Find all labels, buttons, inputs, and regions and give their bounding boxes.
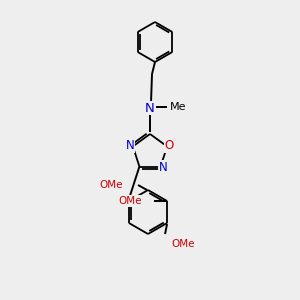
Text: OMe: OMe [118, 196, 142, 206]
Text: N: N [125, 139, 134, 152]
Text: N: N [145, 101, 155, 115]
Text: OMe: OMe [100, 180, 123, 190]
Text: Me: Me [170, 102, 186, 112]
Text: O: O [164, 139, 174, 152]
Text: N: N [159, 161, 168, 174]
Text: OMe: OMe [171, 239, 195, 249]
